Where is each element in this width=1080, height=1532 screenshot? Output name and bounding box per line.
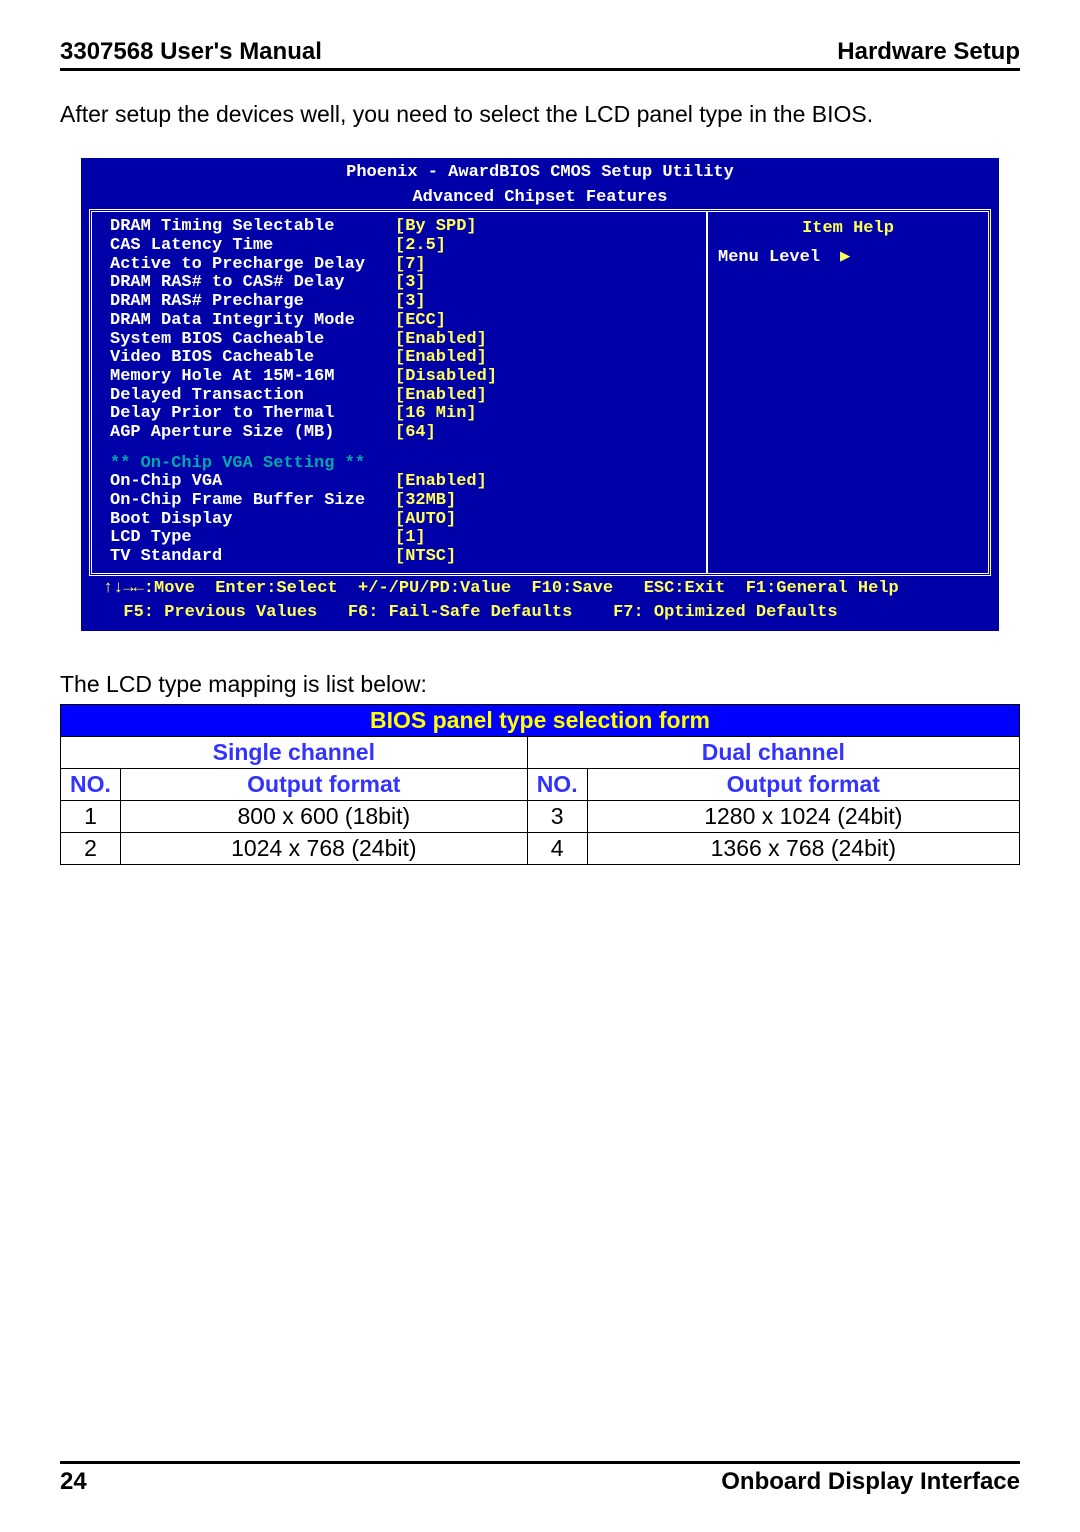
col-output-format: Output format [121, 769, 528, 801]
bios-title-2: Advanced Chipset Features [83, 185, 997, 210]
bios-section-header: ** On-Chip VGA Setting ** [110, 455, 698, 474]
bios-row: AGP Aperture Size (MB)[64] [110, 424, 698, 443]
bios-row: DRAM Data Integrity Mode[ECC] [110, 312, 698, 331]
bios-row: Delay Prior to Thermal[16 Min] [110, 405, 698, 424]
page-header: 3307568 User's Manual Hardware Setup [60, 38, 1020, 71]
bios-row: On-Chip Frame Buffer Size[32MB] [110, 492, 698, 511]
header-right: Hardware Setup [837, 38, 1020, 66]
bios-title-1: Phoenix - AwardBIOS CMOS Setup Utility [83, 160, 997, 185]
page-footer: 24 Onboard Display Interface [60, 1461, 1020, 1496]
table-row: 1 800 x 600 (18bit) 3 1280 x 1024 (24bit… [61, 801, 1020, 833]
bios-inner: DRAM Timing Selectable[By SPD] CAS Laten… [89, 209, 991, 575]
bios-row: On-Chip VGA[Enabled] [110, 473, 698, 492]
arrow-right-icon: ▶ [840, 249, 850, 268]
bios-row: LCD Type[1] [110, 529, 698, 548]
bios-row: DRAM Timing Selectable[By SPD] [110, 218, 698, 237]
bios-row: System BIOS Cacheable[Enabled] [110, 331, 698, 350]
table-row: 2 1024 x 768 (24bit) 4 1366 x 768 (24bit… [61, 833, 1020, 865]
col-group-single: Single channel [61, 737, 528, 769]
bios-row: DRAM RAS# to CAS# Delay[3] [110, 274, 698, 293]
col-no: NO. [527, 769, 587, 801]
bios-row: Video BIOS Cacheable[Enabled] [110, 349, 698, 368]
bios-row: DRAM RAS# Precharge[3] [110, 293, 698, 312]
bios-row: Active to Precharge Delay[7] [110, 256, 698, 275]
bios-row: Delayed Transaction[Enabled] [110, 387, 698, 406]
panel-type-table: BIOS panel type selection form Single ch… [60, 704, 1020, 865]
col-group-dual: Dual channel [527, 737, 1019, 769]
bios-row: Memory Hole At 15M-16M[Disabled] [110, 368, 698, 387]
intro-text: After setup the devices well, you need t… [60, 99, 1020, 130]
col-no: NO. [61, 769, 121, 801]
bios-screenshot: Phoenix - AwardBIOS CMOS Setup Utility A… [81, 158, 999, 631]
bios-row: TV Standard[NTSC] [110, 548, 698, 567]
col-output-format: Output format [587, 769, 1019, 801]
table-title: BIOS panel type selection form [61, 705, 1020, 737]
bios-footer-1: ↑↓→←:Move Enter:Select +/-/PU/PD:Value F… [83, 576, 997, 605]
bios-row: Boot Display[AUTO] [110, 511, 698, 530]
bios-right-pane: Item Help Menu Level ▶ [708, 212, 988, 572]
bios-row: CAS Latency Time[2.5] [110, 237, 698, 256]
mapping-text: The LCD type mapping is list below: [60, 671, 1020, 698]
bios-left-pane: DRAM Timing Selectable[By SPD] CAS Laten… [92, 212, 708, 572]
bios-help-title: Item Help [718, 218, 978, 249]
bios-menu-level: Menu Level ▶ [718, 249, 978, 268]
bios-footer-2: F5: Previous Values F6: Fail-Safe Defaul… [83, 604, 997, 629]
footer-section: Onboard Display Interface [721, 1468, 1020, 1496]
header-left: 3307568 User's Manual [60, 38, 322, 66]
page-number: 24 [60, 1468, 87, 1496]
